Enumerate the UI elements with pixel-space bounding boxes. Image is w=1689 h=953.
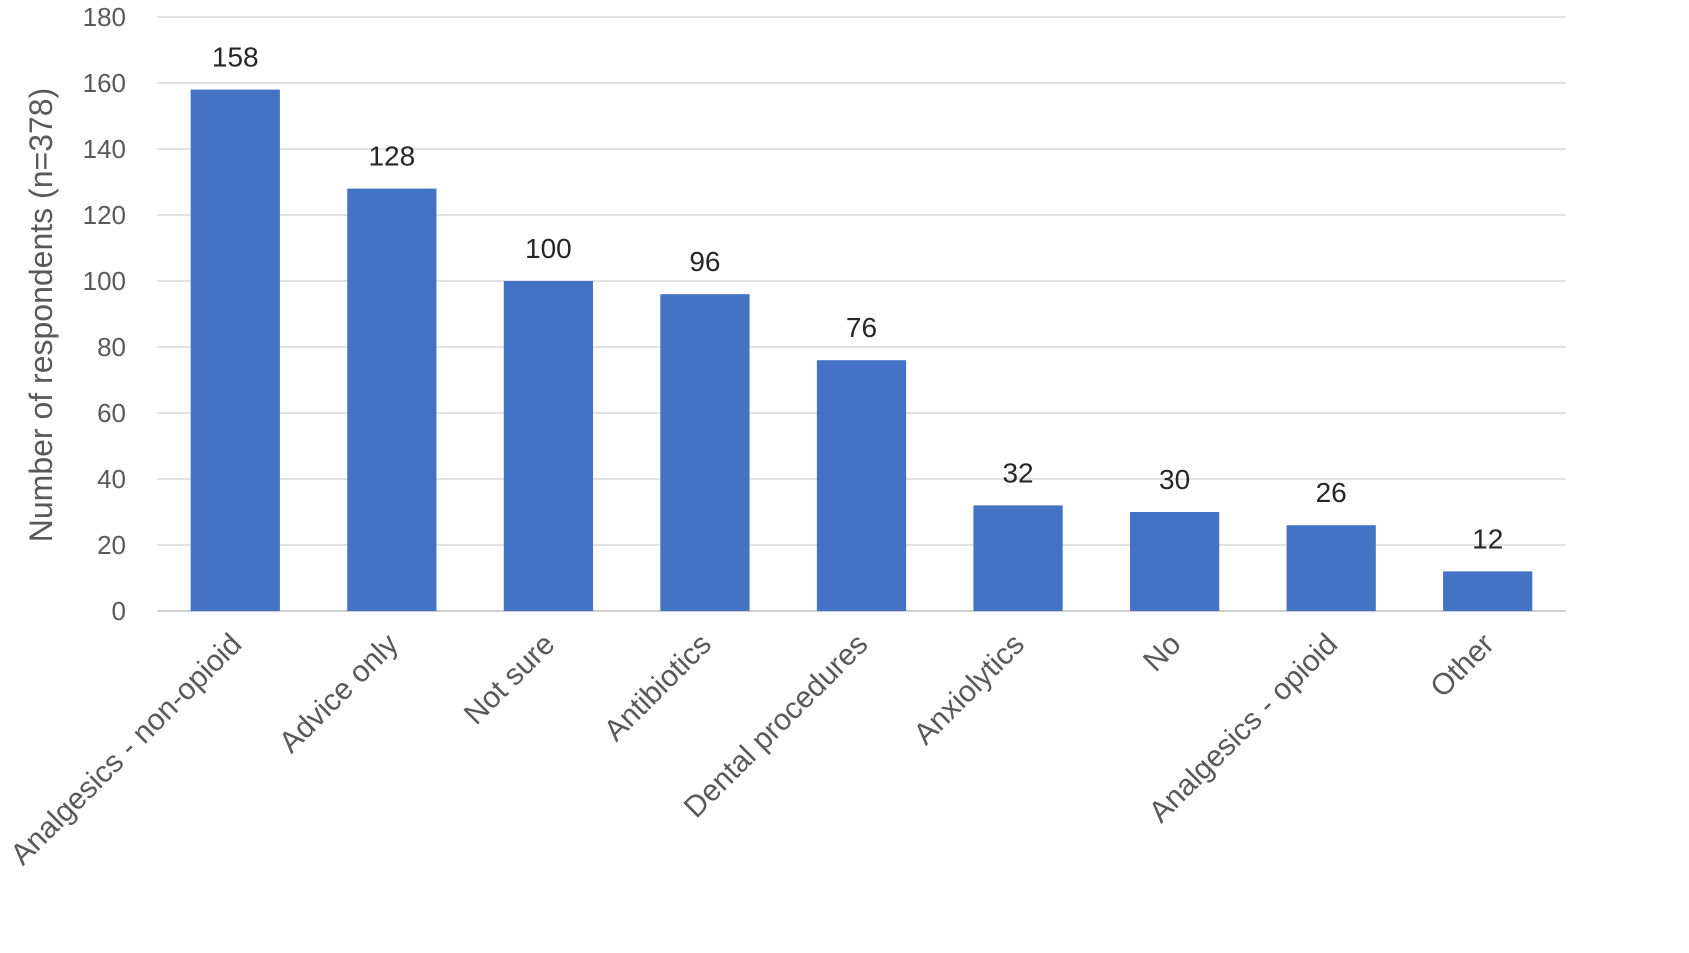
bar bbox=[1129, 512, 1220, 611]
x-tick-label: Advice only bbox=[273, 628, 405, 760]
x-tick-label: Anxiolytics bbox=[907, 628, 1031, 752]
data-label: 26 bbox=[1316, 477, 1347, 508]
x-tick-label: Other bbox=[1424, 628, 1500, 704]
bar bbox=[973, 505, 1063, 611]
bar bbox=[1286, 525, 1376, 611]
bar bbox=[347, 188, 437, 611]
bars bbox=[190, 89, 1533, 612]
bar bbox=[503, 281, 594, 611]
data-label: 100 bbox=[525, 233, 572, 264]
y-tick-label: 180 bbox=[83, 2, 126, 32]
y-tick-label: 80 bbox=[97, 332, 126, 362]
data-label: 30 bbox=[1159, 464, 1190, 495]
y-tick-label: 160 bbox=[83, 68, 126, 98]
y-axis-title: Number of respondents (n=378) bbox=[23, 88, 59, 542]
y-tick-label: 20 bbox=[97, 530, 126, 560]
bar bbox=[816, 360, 907, 611]
y-tick-label: 0 bbox=[112, 596, 126, 626]
y-tick-label: 140 bbox=[83, 134, 126, 164]
bar bbox=[1443, 571, 1533, 611]
y-axis-ticks: 0 20 40 60 80 100 120 140 160 180 bbox=[83, 2, 126, 626]
y-tick-label: 60 bbox=[97, 398, 126, 428]
data-label: 76 bbox=[846, 312, 877, 343]
data-label: 12 bbox=[1472, 523, 1503, 554]
bar bbox=[190, 89, 280, 612]
data-labels: 158 128 100 96 76 32 30 26 12 bbox=[212, 42, 1503, 555]
data-label: 96 bbox=[689, 246, 720, 277]
x-tick-label: Analgesics - non-opioid bbox=[4, 628, 248, 872]
y-tick-label: 120 bbox=[83, 200, 126, 230]
data-label: 158 bbox=[212, 42, 259, 73]
x-tick-label: No bbox=[1137, 628, 1187, 678]
y-tick-label: 40 bbox=[97, 464, 126, 494]
bar bbox=[660, 294, 750, 611]
data-label: 128 bbox=[368, 141, 415, 172]
x-axis-categories: Analgesics - non-opioid Advice only Not su… bbox=[4, 628, 1500, 872]
x-tick-label: Not sure bbox=[458, 628, 562, 732]
x-tick-label: Antibiotics bbox=[598, 628, 718, 748]
data-label: 32 bbox=[1002, 457, 1033, 488]
y-tick-label: 100 bbox=[83, 266, 126, 296]
